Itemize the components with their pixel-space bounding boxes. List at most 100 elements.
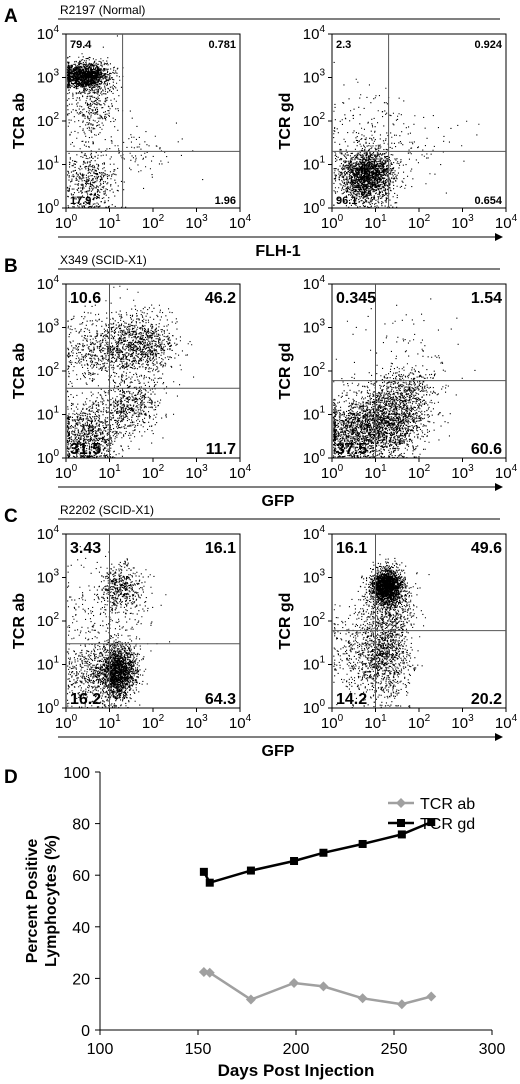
y-tick-label: 100 [303,198,326,217]
tick-base: 10 [37,157,54,174]
quadrant-ll-value: 31.5 [70,441,101,458]
event-dots [332,291,476,459]
quadrant-ur-value: 49.6 [471,540,502,557]
y-tick-label: 104 [37,274,60,293]
y-tick-label: 103 [303,68,326,87]
legend-label: TCR ab [420,796,475,813]
x-tick-label: 250 [381,1041,408,1058]
tick-base: 10 [303,657,320,674]
y-tick-label: 100 [37,198,60,217]
tick-exponent: 3 [319,318,325,329]
tick-exponent: 4 [512,213,518,224]
tick-exponent: 3 [468,463,474,474]
tick-base: 10 [303,450,320,467]
x-tick-label: 103 [451,213,474,232]
shared-x-axis-label: GFP [262,743,295,760]
tick-base: 10 [37,200,54,217]
quadrant-ul-value: 0.345 [336,290,376,307]
x-tick-label: 101 [364,213,387,232]
y-tick-label: 104 [303,274,326,293]
tick-base: 10 [303,613,320,630]
x-tick-label: 100 [321,463,344,482]
tick-exponent: 0 [53,448,59,459]
x-tick-label: 104 [495,463,518,482]
plot-frame [65,533,241,709]
data-point [205,878,214,887]
tick-exponent: 1 [381,213,387,224]
tick-base: 10 [37,657,54,674]
y-tick-label: 102 [37,611,60,630]
data-point [199,867,208,876]
x-tick-label: 104 [229,463,252,482]
data-point [290,857,299,866]
series-tcr-gd: TCR gd [199,816,475,887]
tick-exponent: 3 [468,713,474,724]
y-tick-label: 102 [303,361,326,380]
x-tick-label: 100 [55,713,78,732]
tick-base: 10 [37,450,54,467]
quadrant-ur-value: 46.2 [205,290,236,307]
x-tick-label: 300 [479,1041,506,1058]
event-dots [333,554,430,709]
data-point [289,978,300,989]
tick-exponent: 3 [468,213,474,224]
x-axis-arrow-head [495,483,503,491]
data-point [246,866,255,875]
tick-exponent: 3 [53,318,59,329]
sample-label: X349 (SCID-X1) [60,253,147,267]
quadrant-ll-value: 37.5 [336,441,367,458]
tick-base: 10 [303,320,320,337]
tick-base: 10 [37,113,54,130]
y-tick-label: 101 [37,655,60,674]
tick-exponent: 2 [425,213,431,224]
tick-exponent: 2 [53,111,59,122]
tick-base: 10 [303,700,320,717]
tick-exponent: 4 [512,463,518,474]
shared-x-axis-label: FLH-1 [255,243,300,260]
x-tick-label: 200 [283,1041,310,1058]
tick-exponent: 4 [319,524,325,535]
y-tick-label: 100 [37,698,60,717]
tick-exponent: 3 [202,463,208,474]
panel-d-line-chart: D 0 20 40 60 80 100 100 150 200 250 300 Days Post In… [4,765,505,1080]
x-axis-arrow-head [495,733,503,741]
event-dots [66,35,204,209]
y-tick-label: 101 [37,405,60,424]
y-tick-label: 102 [303,111,326,130]
quadrant-ur-value: 16.1 [205,540,236,557]
panel-letter: B [4,256,18,277]
tick-exponent: 2 [53,611,59,622]
tick-exponent: 1 [381,463,387,474]
tick-exponent: 3 [202,713,208,724]
y-tick-label: 102 [37,111,60,130]
x-tick-label: 100 [55,463,78,482]
tick-exponent: 0 [319,448,325,459]
y-axis-label: TCR ab [11,593,28,649]
shared-x-axis-label: GFP [262,493,295,510]
tick-exponent: 1 [319,405,325,416]
data-point [397,830,406,839]
y-tick-label: 80 [72,817,90,834]
y-tick-label: 100 [37,448,60,467]
tick-base: 10 [303,113,320,130]
series-tcr-ab: TCR ab [198,796,475,1010]
tick-exponent: 3 [202,213,208,224]
panel-letter: A [4,6,18,27]
x-axis-label: Days Post Injection [218,1061,375,1080]
tick-exponent: 2 [53,361,59,372]
tick-base: 10 [37,320,54,337]
sample-label: R2202 (SCID-X1) [60,503,154,517]
panel-a: A R2197 (Normal)1001001011011021021031031… [4,3,518,260]
x-tick-label: 103 [451,463,474,482]
x-tick-label: 104 [229,213,252,232]
data-point [318,981,329,992]
tick-exponent: 4 [246,713,252,724]
y-tick-label: 103 [303,568,326,587]
tick-exponent: 2 [319,361,325,372]
x-tick-label: 103 [451,713,474,732]
x-tick-label: 102 [142,213,165,232]
y-axis-label: Percent Positive Lymphocytes (%) [24,835,60,967]
